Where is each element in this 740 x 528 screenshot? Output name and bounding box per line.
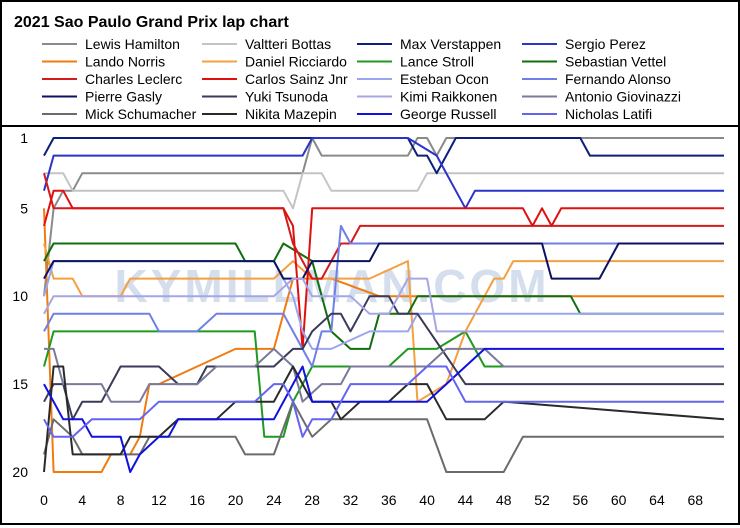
x-tick-8: 8: [117, 492, 125, 508]
x-tick-24: 24: [266, 492, 282, 508]
x-tick-20: 20: [228, 492, 244, 508]
series-line-george-russell: [43, 347, 724, 473]
x-tick-48: 48: [496, 492, 512, 508]
x-axis: 0 4 8 12 16 20 24 28 32 36 40 44 48 52 56 60 64 68: [40, 492, 703, 508]
series-line-antonio-giovinazzi: [44, 347, 724, 403]
legend-label-charles-leclerc: Charles Leclerc: [85, 71, 182, 87]
y-tick-1: 1: [20, 130, 28, 146]
series-line-valtteri-bottas: [44, 172, 724, 210]
x-tick-56: 56: [573, 492, 589, 508]
legend-label-esteban-ocon: Esteban Ocon: [400, 71, 489, 87]
x-tick-36: 36: [381, 492, 397, 508]
x-tick-12: 12: [151, 492, 167, 508]
legend-label-carlos-sainz-jnr: Carlos Sainz Jnr: [245, 71, 348, 87]
series-line-carlos-sainz-jnr: [43, 189, 724, 350]
x-tick-4: 4: [78, 492, 86, 508]
series-line-sergio-perez: [43, 137, 724, 210]
legend-label-mick-schumacher: Mick Schumacher: [85, 106, 197, 122]
x-tick-16: 16: [189, 492, 205, 508]
legend-label-george-russell: George Russell: [400, 106, 497, 122]
legend-label-sebastian-vettel: Sebastian Vettel: [565, 54, 666, 70]
series-line-lando-norris: [43, 208, 724, 473]
series-line-nicholas-latifi: [43, 365, 724, 438]
x-tick-60: 60: [611, 492, 627, 508]
x-tick-44: 44: [458, 492, 474, 508]
x-tick-64: 64: [649, 492, 665, 508]
legend-label-lance-stroll: Lance Stroll: [400, 54, 474, 70]
legend-label-max-verstappen: Max Verstappen: [400, 36, 501, 52]
x-tick-52: 52: [534, 492, 550, 508]
legend: Lewis Hamilton Valtteri Bottas Max Verstap…: [42, 36, 681, 122]
chart-title: 2021 Sao Paulo Grand Prix lap chart: [14, 14, 289, 31]
legend-label-nikita-mazepin: Nikita Mazepin: [245, 106, 337, 122]
legend-label-daniel-ricciardo: Daniel Ricciardo: [245, 54, 347, 70]
series-line-pierre-gasly: [43, 242, 724, 280]
legend-label-yuki-tsunoda: Yuki Tsunoda: [245, 89, 328, 105]
y-tick-10: 10: [12, 288, 28, 304]
legend-label-nicholas-latifi: Nicholas Latifi: [565, 106, 652, 122]
y-tick-15: 15: [12, 376, 28, 392]
x-tick-40: 40: [419, 492, 435, 508]
series-line-lewis-hamilton: [43, 137, 724, 297]
legend-label-sergio-perez: Sergio Perez: [565, 36, 646, 52]
legend-label-valtteri-bottas: Valtteri Bottas: [245, 36, 331, 52]
series-lines: [43, 137, 725, 473]
x-tick-68: 68: [687, 492, 703, 508]
x-tick-32: 32: [343, 492, 359, 508]
legend-label-kimi-raikkonen: Kimi Raikkonen: [400, 89, 497, 105]
legend-label-antonio-giovinazzi: Antonio Giovinazzi: [565, 89, 681, 105]
series-line-yuki-tsunoda: [43, 295, 724, 421]
series-line-nikita-mazepin: [43, 365, 725, 473]
legend-label-pierre-gasly: Pierre Gasly: [85, 89, 162, 105]
legend-label-lando-norris: Lando Norris: [85, 54, 165, 70]
watermark: KYMILLMAN.COM: [114, 260, 549, 312]
y-tick-20: 20: [12, 464, 28, 480]
series-line-max-verstappen: [43, 137, 724, 175]
legend-label-fernando-alonso: Fernando Alonso: [565, 71, 671, 87]
legend-label-lewis-hamilton: Lewis Hamilton: [85, 36, 180, 52]
x-tick-28: 28: [304, 492, 320, 508]
series-line-kimi-raikkonen: [43, 277, 724, 333]
x-tick-0: 0: [40, 492, 48, 508]
y-tick-5: 5: [20, 200, 28, 216]
